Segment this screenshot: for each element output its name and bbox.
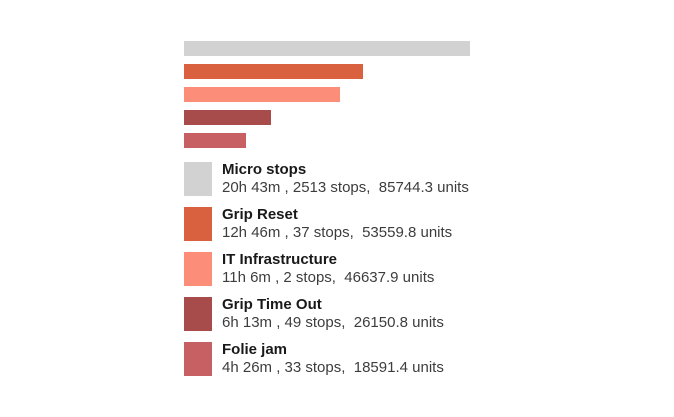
legend-detail: 20h 43m , 2513 stops, 85744.3 units bbox=[222, 179, 469, 196]
bar-chart bbox=[184, 41, 470, 156]
legend-text: Grip Reset 12h 46m , 37 stops, 53559.8 un… bbox=[222, 206, 453, 241]
bar-row bbox=[184, 87, 470, 102]
legend-swatch-micro-stops bbox=[184, 162, 212, 196]
bar-grip-reset[interactable] bbox=[184, 64, 363, 79]
bar-it-infrastructure[interactable] bbox=[184, 87, 340, 102]
legend-item-it-infrastructure[interactable]: IT Infrastructure 11h 6m , 2 stops, 46637… bbox=[184, 251, 469, 286]
bar-row bbox=[184, 41, 470, 56]
bar-grip-time-out[interactable] bbox=[184, 110, 272, 125]
legend-swatch-folie-jam bbox=[184, 342, 212, 376]
legend-item-folie-jam[interactable]: Folie jam 4h 26m , 33 stops, 18591.4 unit… bbox=[184, 341, 469, 376]
legend-label: IT Infrastructure bbox=[222, 251, 338, 268]
legend-detail: 4h 26m , 33 stops, 18591.4 units bbox=[222, 359, 444, 376]
legend-text: Micro stops 20h 43m , 2513 stops, 85744.3… bbox=[222, 161, 469, 196]
bar-row bbox=[184, 110, 470, 125]
bar-row bbox=[184, 64, 470, 79]
legend-text: Grip Time Out 6h 13m , 49 stops, 26150.8 … bbox=[222, 296, 444, 331]
legend-text: Folie jam 4h 26m , 33 stops, 18591.4 unit… bbox=[222, 341, 444, 376]
legend-item-grip-reset[interactable]: Grip Reset 12h 46m , 37 stops, 53559.8 un… bbox=[184, 206, 469, 241]
legend-label: Grip Time Out bbox=[222, 296, 322, 313]
bar-folie-jam[interactable] bbox=[184, 133, 246, 148]
legend-detail: 11h 6m , 2 stops, 46637.9 units bbox=[222, 269, 435, 286]
legend-swatch-it-infrastructure bbox=[184, 252, 212, 286]
legend-text: IT Infrastructure 11h 6m , 2 stops, 46637… bbox=[222, 251, 435, 286]
legend-label: Micro stops bbox=[222, 161, 307, 178]
bar-row bbox=[184, 133, 470, 148]
legend: Micro stops 20h 43m , 2513 stops, 85744.3… bbox=[184, 161, 469, 387]
legend-item-micro-stops[interactable]: Micro stops 20h 43m , 2513 stops, 85744.3… bbox=[184, 161, 469, 196]
legend-detail: 12h 46m , 37 stops, 53559.8 units bbox=[222, 224, 453, 241]
legend-swatch-grip-reset bbox=[184, 207, 212, 241]
legend-item-grip-time-out[interactable]: Grip Time Out 6h 13m , 49 stops, 26150.8 … bbox=[184, 296, 469, 331]
legend-swatch-grip-time-out bbox=[184, 297, 212, 331]
legend-label: Grip Reset bbox=[222, 206, 298, 223]
bar-micro-stops[interactable] bbox=[184, 41, 470, 56]
legend-detail: 6h 13m , 49 stops, 26150.8 units bbox=[222, 314, 444, 331]
legend-label: Folie jam bbox=[222, 341, 288, 358]
